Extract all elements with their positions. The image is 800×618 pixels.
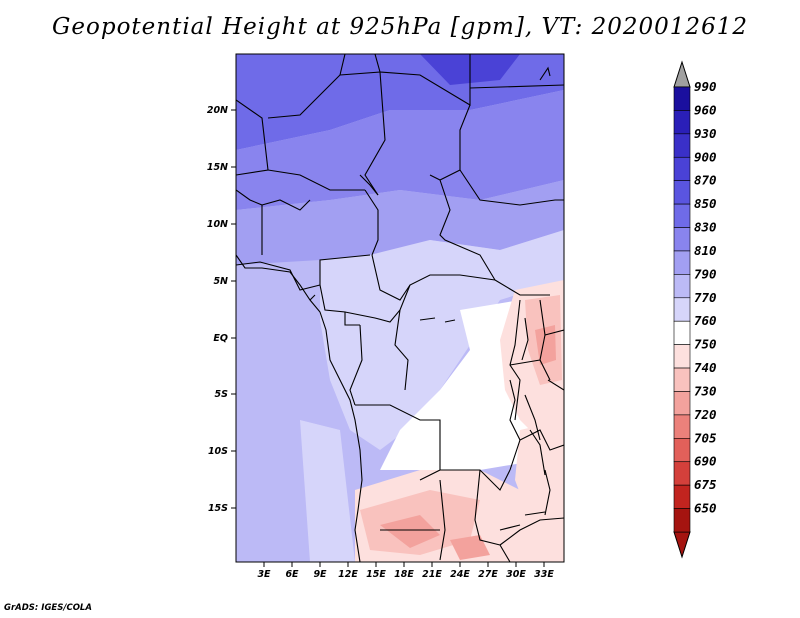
y-tick-label: 10N: [207, 219, 228, 230]
colorbar-label: 770: [694, 290, 717, 305]
colorbar-cell: [673, 414, 691, 439]
credit-text: GrADS: IGES/COLA: [4, 603, 92, 613]
colorbar-cell: [673, 274, 691, 299]
colorbar-label: 760: [694, 313, 717, 328]
colorbar-label: 650: [694, 501, 717, 516]
colorbar-cell: [673, 484, 691, 509]
x-tick-label: 9E: [313, 569, 327, 580]
triangle-up-icon: [673, 60, 691, 88]
colorbar-label: 810: [694, 243, 717, 258]
colorbar-cell: [673, 110, 691, 135]
x-axis: 3E 6E 9E 12E 15E 18E 21E 24E 27E 30E 33E: [257, 562, 554, 580]
x-tick-label: 33E: [534, 569, 554, 580]
y-tick-label: 20N: [207, 105, 228, 116]
colorbar-label: 690: [694, 454, 717, 469]
x-tick-label: 27E: [478, 569, 498, 580]
colorbar-label: 870: [694, 173, 717, 188]
boundary-lines: [236, 54, 564, 562]
x-tick-label: 12E: [338, 569, 358, 580]
height-field: [236, 54, 564, 562]
colorbar-label: 790: [694, 266, 717, 281]
y-tick-label: 15N: [207, 162, 228, 173]
colorbar-label: 720: [694, 407, 717, 422]
colorbar-cell: [673, 391, 691, 416]
colorbar-label: 730: [694, 383, 717, 398]
colorbar-cell: [673, 367, 691, 392]
triangle-down-icon: [673, 531, 691, 559]
x-tick-label: 18E: [394, 569, 414, 580]
colorbar-cell: [673, 86, 691, 111]
y-tick-label: EQ: [213, 333, 228, 344]
x-tick-label: 6E: [285, 569, 299, 580]
colorbar-cell: [673, 508, 691, 533]
x-tick-label: 30E: [506, 569, 526, 580]
colorbar-label: 705: [694, 430, 717, 445]
y-tick-label: 15S: [208, 503, 228, 514]
colorbar-label: 850: [694, 196, 717, 211]
y-tick-label: 5N: [213, 276, 228, 287]
colorbar-cell: [673, 227, 691, 252]
colorbar-label: 675: [694, 477, 717, 492]
y-tick-label: 5S: [215, 389, 229, 400]
colorbar: 990 960 930 900 870 850 830 810 790 770 760 750 740 7…: [673, 60, 717, 559]
colorbar-cell: [673, 320, 691, 345]
colorbar-label: 990: [694, 79, 717, 94]
colorbar-cell: [673, 156, 691, 181]
colorbar-cell: [673, 297, 691, 322]
colorbar-label: 750: [694, 337, 717, 352]
colorbar-label: 900: [694, 149, 717, 164]
x-tick-label: 3E: [257, 569, 271, 580]
colorbar-cell: [673, 344, 691, 369]
map-frame: [235, 53, 565, 563]
colorbar-cell: [673, 180, 691, 205]
x-tick-label: 15E: [366, 569, 386, 580]
colorbar-cell: [673, 250, 691, 275]
colorbar-label: 740: [694, 360, 717, 375]
colorbar-label: 830: [694, 220, 717, 235]
colorbar-cell: [673, 133, 691, 158]
x-tick-label: 21E: [422, 569, 442, 580]
map-title: Geopotential Height at 925hPa [gpm], VT:…: [52, 14, 748, 40]
colorbar-cell: [673, 461, 691, 486]
colorbar-label: 960: [694, 102, 717, 117]
colorbar-label: 930: [694, 126, 717, 141]
colorbar-cell: [673, 203, 691, 228]
y-axis: 20N 15N 10N 5N EQ 5S 10S 15S: [207, 105, 236, 514]
colorbar-cell: [673, 438, 691, 463]
y-tick-label: 10S: [208, 446, 228, 457]
x-tick-label: 24E: [450, 569, 470, 580]
